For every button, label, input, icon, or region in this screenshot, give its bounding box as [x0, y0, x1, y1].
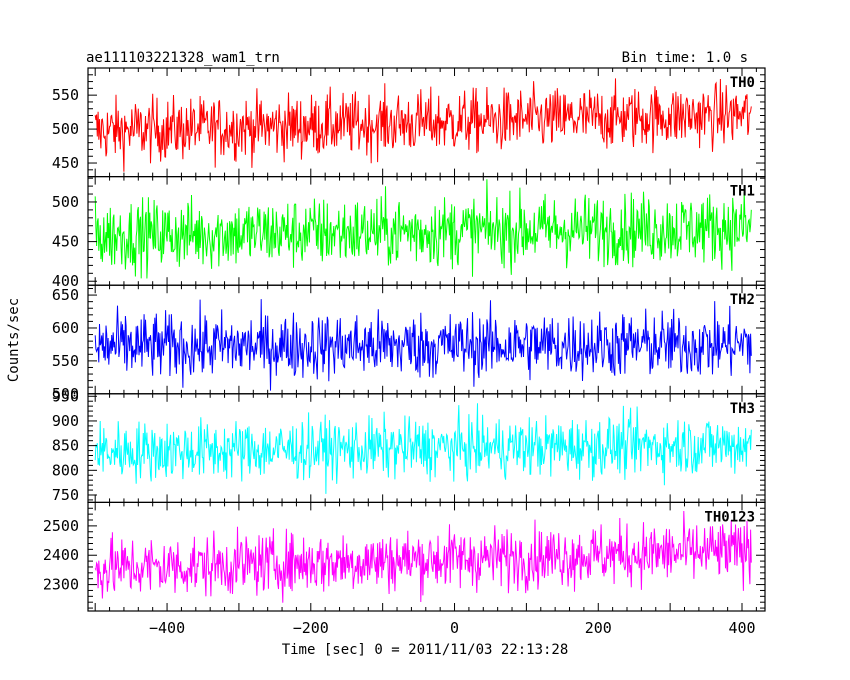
- panel-frame: [87, 501, 766, 612]
- y-tick-label: 450: [52, 154, 79, 172]
- y-tick-label: 600: [52, 319, 79, 337]
- y-tick-label: 2300: [43, 576, 79, 594]
- bin-time-label: Bin time: 1.0 s: [622, 50, 748, 66]
- panel-th1: 400 450 500 TH1: [52, 176, 766, 290]
- panel-label-th0: TH0: [730, 75, 755, 91]
- y-tick-label: 950: [52, 387, 79, 405]
- series-th3: [94, 403, 752, 494]
- y-tick-label: 900: [52, 412, 79, 430]
- series-th0: [94, 78, 752, 172]
- series-th2: [94, 299, 752, 391]
- y-tick-label: 2400: [43, 546, 79, 564]
- x-tick-label: 400: [728, 619, 755, 637]
- panel-th0: 450 500 550 TH0: [52, 67, 766, 178]
- plot-title: ae111103221328_wam1_trn: [86, 50, 280, 66]
- panel-label-th0123: TH0123: [704, 509, 755, 525]
- y-tick-label: 650: [52, 286, 79, 304]
- panel-label-th2: TH2: [730, 292, 755, 308]
- y-tick-label: 850: [52, 437, 79, 455]
- x-tick-label: 0: [450, 619, 459, 637]
- y-tick-label: 2500: [43, 517, 79, 535]
- panel-th2: 500 550 600 650 TH2: [52, 284, 766, 403]
- x-tick-label: 200: [585, 619, 612, 637]
- series-th0123: [94, 510, 752, 603]
- y-tick-label: 500: [52, 385, 79, 403]
- y-tick-label: 400: [52, 272, 79, 290]
- y-tick-label: 550: [52, 86, 79, 104]
- y-axis-label: Counts/sec: [6, 298, 22, 382]
- x-axis: −400 −200 0 200 400: [149, 619, 756, 637]
- panel-label-th3: TH3: [730, 401, 755, 417]
- series-th1: [94, 179, 752, 279]
- panel-th3: 750 800 850 900 950 TH3: [52, 387, 766, 504]
- y-tick-label: 750: [52, 486, 79, 504]
- x-tick-label: −400: [149, 619, 185, 637]
- y-tick-label: 450: [52, 233, 79, 251]
- x-tick-label: −200: [293, 619, 329, 637]
- x-axis-label: Time [sec] 0 = 2011/11/03 22:13:28: [282, 642, 569, 658]
- y-tick-label: 800: [52, 461, 79, 479]
- y-tick-label: 500: [52, 120, 79, 138]
- y-tick-label: 550: [52, 352, 79, 370]
- y-tick-label: 500: [52, 193, 79, 211]
- panel-label-th1: TH1: [730, 184, 755, 200]
- panels-group: 450 500 550 TH0 400 450 500 TH1 500 550 600 650 TH2 7…: [43, 67, 766, 612]
- panel-th0123: 2300 2400 2500 TH0123: [43, 501, 766, 612]
